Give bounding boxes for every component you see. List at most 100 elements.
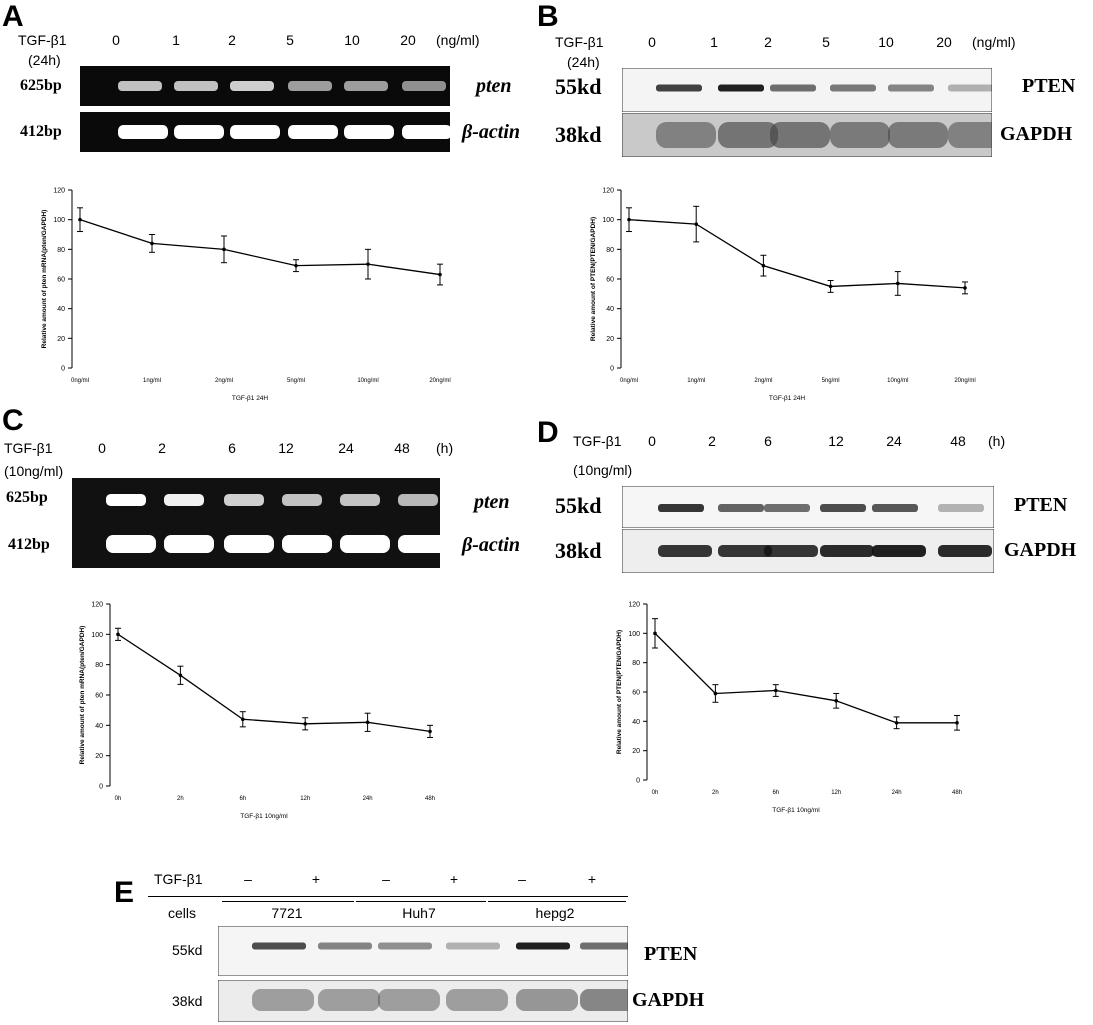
panel-c-lane-label: 12 (278, 440, 294, 456)
panel-a-lane-label: 2 (228, 32, 236, 48)
band (344, 125, 394, 139)
data-point (427, 724, 433, 738)
panel-a-size-label: 412bp (20, 123, 62, 140)
y-tick-label: 0 (610, 366, 614, 373)
point-marker (438, 272, 442, 277)
band (658, 545, 712, 557)
panel-e-blot-pten (218, 926, 628, 976)
series-line (654, 632, 957, 724)
y-tick-label: 0 (636, 778, 640, 785)
x-tick-label: 1ng/ml (143, 378, 161, 384)
panel-d-marker-label: GAPDH (1004, 539, 1077, 561)
band (888, 84, 934, 92)
band (948, 122, 992, 148)
panel-b-size-label: 38kd (555, 122, 602, 147)
panel-a-marker-label: pten (476, 75, 512, 97)
panel-b-line-chart: 0 20 40 60 80 100 120 Relative amount of PTEN(P… (590, 188, 976, 403)
data-point (760, 254, 767, 277)
panel-d-blot-gapdh (622, 529, 994, 573)
panel-c-size-label: 625bp (6, 489, 48, 506)
band (764, 504, 810, 512)
point-marker (116, 632, 120, 637)
panel-b-lane-label: 20 (936, 34, 952, 50)
panel-e-marker-label: PTEN (644, 943, 698, 965)
point-marker (694, 222, 698, 226)
panel-d-lane-label: 0 (648, 433, 656, 449)
band (340, 494, 380, 506)
y-tick-label: 40 (95, 723, 103, 730)
panel-e-treatment-sign: + (311, 871, 321, 887)
panel-e-cell-line: hepg2 (535, 905, 575, 921)
panel-b-condition-label: (24h) (567, 54, 600, 70)
point-marker (150, 241, 154, 246)
band (118, 81, 162, 91)
x-tick-label: 6h (239, 796, 246, 802)
panel-a-lane-label: 1 (172, 32, 180, 48)
band (252, 989, 314, 1011)
panel-d-treatment-label: TGF-β1 (573, 433, 622, 449)
band (872, 545, 926, 557)
band (402, 81, 446, 91)
panel-c-gel (72, 478, 440, 568)
panel-b-treatment-label: TGF-β1 (555, 34, 604, 50)
band (938, 504, 984, 512)
band (830, 84, 876, 92)
y-tick-label: 20 (606, 336, 614, 343)
point-marker (774, 688, 778, 693)
band (398, 535, 440, 553)
data-point (954, 714, 960, 731)
point-marker (627, 217, 631, 222)
y-tick-label: 20 (57, 336, 65, 343)
y-tick-label: 60 (95, 693, 103, 700)
panel-e-size-label: 55kd (172, 942, 203, 958)
panel-e-treatment-label: TGF-β1 (154, 871, 203, 887)
band (252, 942, 306, 950)
band (340, 535, 390, 553)
x-tick-label: 2ng/ml (215, 378, 233, 384)
panel-d-lane-label: 48 (950, 433, 966, 449)
band (318, 942, 372, 950)
panel-d-marker-label: PTEN (1014, 494, 1068, 516)
panel-c-line-chart: 0 20 40 60 80 100 120 Relative amount of pten m… (79, 602, 435, 821)
data-point (772, 684, 779, 697)
band (770, 122, 830, 148)
x-axis-label: TGF-β1 24H (769, 395, 806, 402)
panel-c-lane-label: 48 (394, 440, 410, 456)
point-marker (963, 286, 967, 290)
data-point (437, 263, 443, 286)
band (164, 535, 214, 553)
panel-e-treatment-sign: – (244, 871, 252, 887)
panel-a-lane-label: 5 (286, 32, 294, 48)
band (344, 81, 388, 91)
band (770, 84, 816, 92)
panel-b-marker-label: PTEN (1022, 75, 1076, 97)
band (718, 84, 764, 92)
band (516, 989, 578, 1011)
point-marker (896, 281, 900, 286)
data-point (77, 207, 83, 233)
panel-b-lane-label: 2 (764, 34, 772, 50)
band (656, 122, 716, 148)
point-marker (178, 673, 183, 678)
panel-e-letter: E (114, 876, 135, 909)
data-point (365, 248, 371, 280)
x-tick-label: 2h (712, 790, 719, 796)
band (288, 125, 338, 139)
point-marker (241, 717, 245, 722)
panel-c-lane-label: 24 (338, 440, 354, 456)
panel-d-lane-label: 2 (708, 433, 716, 449)
panel-d-line-chart: 0 20 40 60 80 100 120 Relative amount of PTEN(P… (616, 602, 962, 815)
panel-e-treatment-sign: – (518, 871, 526, 887)
panel-b-lane-label: 1 (710, 34, 718, 50)
x-tick-label: 5ng/ml (287, 378, 305, 384)
panel-e-blot-gapdh (218, 980, 628, 1022)
panel-b-size-label: 55kd (555, 74, 602, 99)
x-tick-label: 6h (772, 790, 779, 796)
panel-d-lane-label: 12 (828, 433, 844, 449)
data-point (962, 281, 968, 295)
band (282, 494, 322, 506)
band (888, 122, 948, 148)
panel-e-group-rule (222, 901, 354, 902)
panel-a-line-chart: 0 20 40 60 80 100 120 Relative amount of pten m… (41, 188, 451, 403)
y-tick-label: 80 (95, 662, 103, 669)
